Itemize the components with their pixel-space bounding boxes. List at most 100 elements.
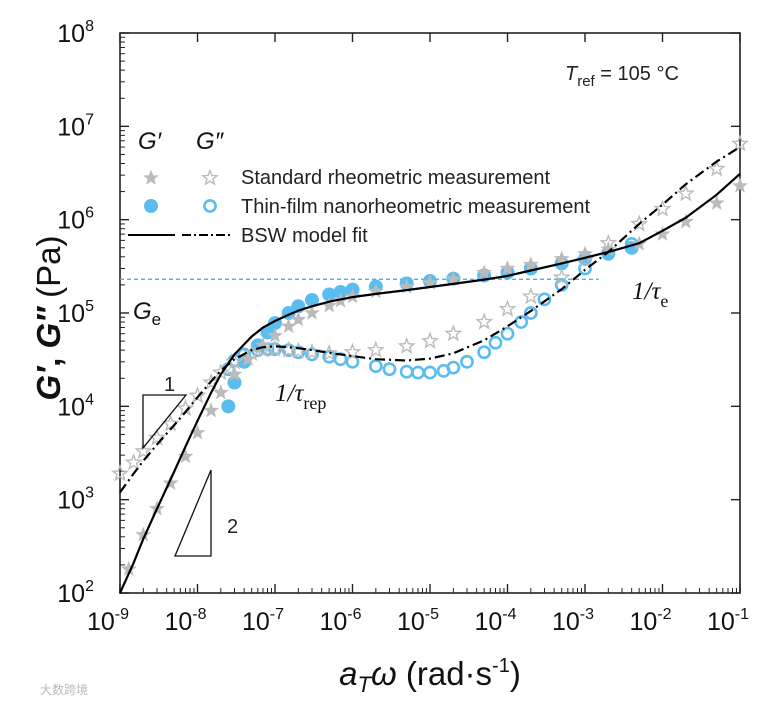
plateau-label: Ge: [133, 298, 161, 329]
x-axis-ticks: 10-9 10-8 10-7 10-6 10-5 10-4 10-3 10-2 10-1: [87, 33, 749, 636]
data-point: [305, 347, 319, 362]
y-tick-label: 102: [57, 578, 94, 608]
temperature-value: = 105 °C: [595, 63, 679, 85]
y-tick-label: 104: [57, 391, 94, 421]
legend-label-thinfilm: Thin-film nanorheometric measurement: [241, 196, 590, 218]
data-point: [677, 213, 694, 229]
legend-header-gprime: G′: [138, 128, 163, 155]
y-tick-label: 106: [57, 205, 94, 235]
data-point: [344, 288, 361, 304]
x-tick-label: 10-1: [707, 606, 749, 636]
data-point: [553, 250, 570, 266]
y-axis-ticks: 102 103 104 105 106 107 108: [57, 18, 740, 608]
data-point: [552, 267, 571, 286]
data-point: [421, 331, 439, 349]
data-point: [203, 402, 220, 418]
x-tick-label: 10-5: [397, 606, 439, 636]
data-point: [188, 386, 207, 404]
data-point: [654, 225, 671, 241]
data-point: [523, 306, 538, 320]
x-tick-label: 10-3: [552, 606, 594, 636]
data-point: [399, 364, 414, 379]
data-point: [147, 428, 166, 446]
data-point: [599, 233, 618, 251]
data-point: [731, 134, 749, 152]
data-point: [290, 311, 307, 327]
data-point: [676, 184, 695, 202]
series-layer: [111, 134, 749, 594]
tau-e-annotation: 1/τe: [632, 278, 668, 311]
data-point: [446, 360, 461, 375]
model-curve-solid-line: [118, 172, 741, 594]
plateau-label-sub: e: [152, 310, 161, 329]
data-point: [237, 347, 252, 362]
data-point: [411, 365, 425, 380]
model-curve-dash-dot-line: [119, 146, 741, 493]
data-point: [221, 399, 236, 414]
data-point: [111, 464, 129, 482]
data-point: [732, 177, 748, 193]
legend-marker-standard-gdoubleprime: [201, 168, 219, 186]
data-point: [630, 214, 649, 232]
tau-rep-sub: rep: [303, 393, 326, 413]
tau-e-main: 1/τ: [632, 278, 661, 305]
plateau-label-main: G: [133, 298, 152, 325]
data-point: [708, 194, 725, 210]
temperature-subscript: ref: [577, 73, 595, 90]
data-point: [498, 299, 517, 317]
legend-header-gdoubleprime: G″: [196, 128, 225, 155]
legend: G′ G″ Standard rheometric measurement Th…: [128, 128, 590, 247]
data-point: [707, 159, 726, 177]
legend-marker-thinfilm-gdoubleprime: [203, 199, 217, 213]
data-point: [366, 340, 385, 358]
y-tick-label: 107: [57, 111, 94, 141]
x-axis-title: aTω (rad·s-1): [339, 655, 521, 697]
y-tick-label: 105: [57, 298, 94, 328]
x-tick-label: 10-2: [629, 606, 671, 636]
data-point: [303, 304, 320, 320]
legend-markers: [143, 168, 219, 213]
data-point: [242, 343, 261, 362]
data-point: [499, 260, 516, 276]
tau-rep-annotation: 1/τrep: [275, 380, 326, 413]
watermark: 大数跨境: [40, 682, 88, 697]
data-point: [653, 199, 672, 217]
slope-two-triangle: [174, 469, 212, 557]
tau-e-sub: e: [660, 291, 668, 311]
legend-marker-standard-gprime: [143, 169, 159, 185]
data-point: [460, 354, 474, 369]
data-point: [444, 324, 463, 342]
series-solid-line: [118, 172, 741, 594]
temperature-label: Tref = 105 °C: [565, 63, 679, 90]
data-point: [162, 474, 179, 490]
y-tick-label: 108: [57, 18, 94, 48]
data-point: [368, 359, 383, 373]
data-point: [304, 292, 319, 307]
data-point: [212, 384, 229, 400]
data-point: [522, 256, 539, 272]
data-point: [576, 250, 594, 268]
data-point: [280, 317, 297, 334]
legend-label-standard: Standard rheometric measurement: [241, 167, 550, 189]
slope-two-label: 2: [227, 516, 238, 538]
data-point: [476, 264, 493, 280]
data-point: [445, 270, 462, 286]
data-point: [500, 326, 515, 341]
data-point: [382, 362, 397, 377]
legend-label-model: BSW model fit: [241, 225, 368, 247]
x-tick-label: 10-9: [87, 606, 129, 636]
data-point: [397, 336, 416, 354]
plot-frame: [119, 32, 741, 594]
series-dash-dot-line: [119, 146, 741, 493]
slope-one-label: 1: [164, 374, 175, 396]
data-point: [343, 342, 362, 360]
y-axis-title: G′, G″ (Pa): [30, 236, 67, 401]
tau-rep-main: 1/τ: [275, 380, 304, 407]
x-tick-label: 10-4: [474, 606, 516, 636]
data-point: [124, 452, 143, 471]
data-point: [521, 287, 540, 305]
temperature-symbol: T: [565, 63, 579, 85]
slope-one-triangle: [142, 394, 188, 450]
data-point: [537, 292, 552, 307]
x-tick-label: 10-8: [164, 606, 206, 636]
